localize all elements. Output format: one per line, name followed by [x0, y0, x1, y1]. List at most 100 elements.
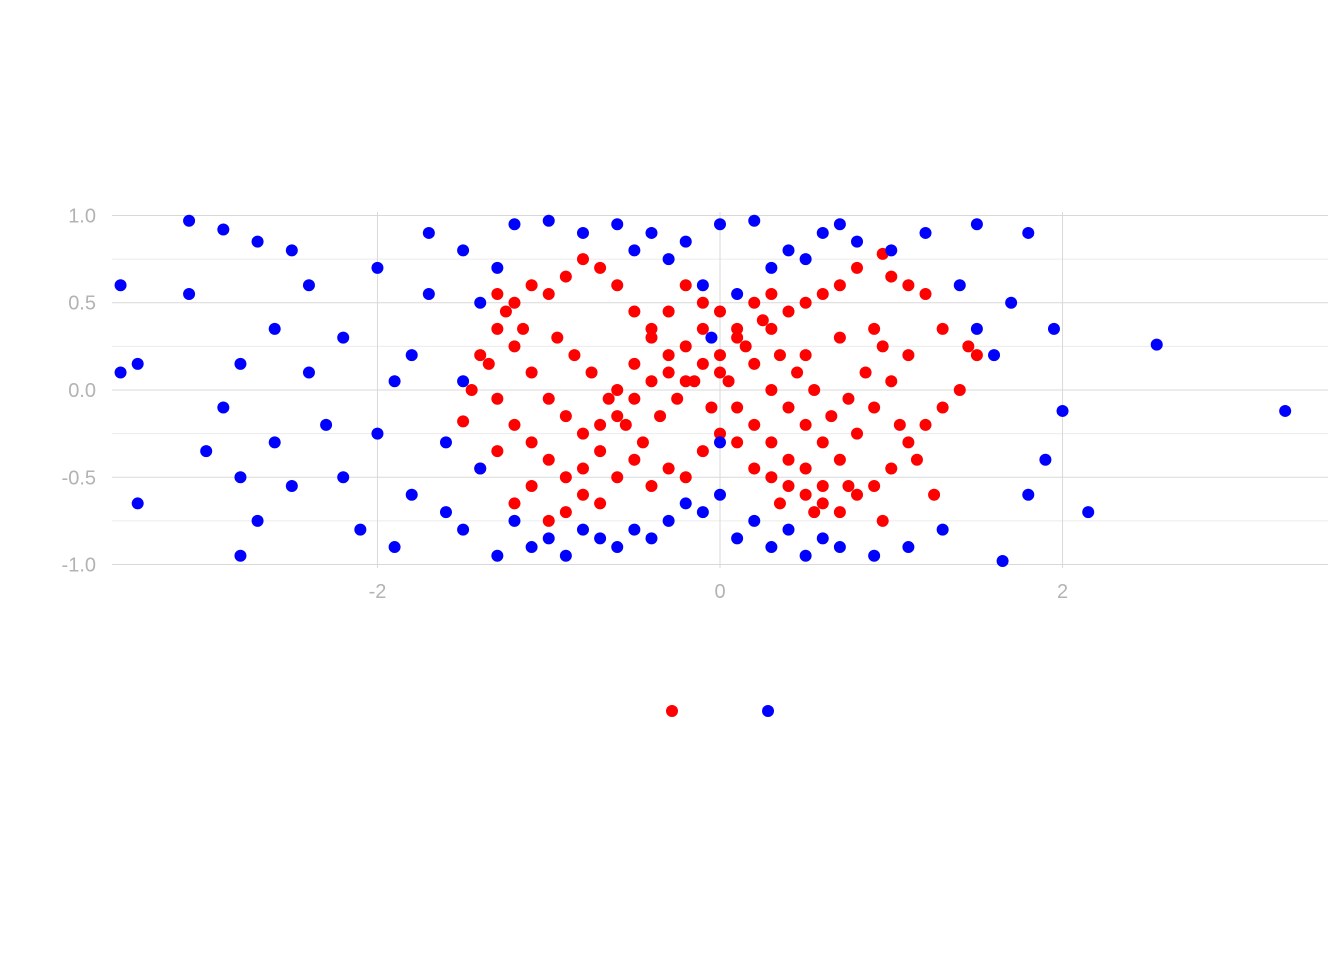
data-point-series-1 [594, 418, 607, 431]
data-point-series-1 [902, 279, 915, 292]
data-point-series-2 [422, 226, 435, 239]
data-point-series-2 [388, 375, 401, 388]
data-point-series-2 [645, 532, 658, 545]
data-point-series-1 [765, 288, 778, 301]
x-tick-label: 0 [714, 581, 725, 603]
data-point-series-1 [679, 375, 692, 388]
data-point-series-1 [679, 471, 692, 484]
data-point-series-2 [936, 523, 949, 536]
data-point-series-2 [576, 226, 589, 239]
data-point-series-2 [405, 349, 418, 362]
data-point-series-1 [696, 322, 709, 335]
data-point-series-2 [422, 288, 435, 301]
data-point-series-2 [782, 244, 795, 257]
legend-key-series-1 [666, 705, 678, 717]
data-point-series-2 [988, 349, 1001, 362]
data-point-series-1 [679, 279, 692, 292]
data-point-series-2 [285, 244, 298, 257]
data-point-series-1 [868, 401, 881, 414]
data-point-series-2 [354, 523, 367, 536]
data-point-series-1 [705, 401, 718, 414]
data-point-series-1 [714, 427, 726, 440]
data-point-series-1 [474, 349, 487, 362]
x-tick-label: -2 [369, 581, 387, 603]
data-point-series-1 [885, 270, 898, 283]
data-point-series-1 [765, 471, 778, 484]
data-point-series-2 [970, 322, 983, 335]
data-point-series-2 [542, 214, 555, 227]
data-point-series-2 [337, 331, 350, 344]
data-point-series-1 [799, 418, 812, 431]
data-point-series-1 [662, 366, 675, 379]
data-point-series-1 [525, 279, 538, 292]
data-point-series-1 [765, 436, 778, 449]
data-point-series-1 [662, 349, 675, 362]
data-point-series-1 [508, 296, 521, 309]
data-point-series-1 [559, 471, 572, 484]
data-point-series-1 [799, 296, 812, 309]
data-point-series-1 [645, 375, 658, 388]
data-point-series-2 [508, 218, 521, 231]
y-tick-label: 1.0 [68, 205, 96, 227]
data-point-series-1 [576, 462, 589, 475]
data-point-series-2 [851, 235, 864, 248]
data-point-series-2 [996, 555, 1009, 568]
data-point-series-2 [508, 514, 521, 527]
data-point-series-2 [748, 514, 761, 527]
data-point-series-2 [1279, 404, 1292, 417]
data-point-series-2 [799, 253, 812, 266]
data-point-series-1 [576, 253, 589, 266]
data-point-series-2 [748, 214, 761, 227]
data-point-series-2 [1022, 488, 1035, 501]
data-point-series-2 [594, 532, 607, 545]
data-point-series-2 [491, 549, 504, 562]
data-point-series-2 [542, 532, 555, 545]
data-point-series-2 [251, 235, 264, 248]
data-point-series-1 [594, 445, 607, 458]
data-point-series-2 [611, 541, 624, 554]
data-point-series-1 [842, 392, 855, 405]
data-point-series-1 [893, 418, 906, 431]
data-point-series-1 [636, 436, 649, 449]
data-point-series-2 [628, 244, 641, 257]
data-point-series-2 [234, 471, 247, 484]
data-point-series-1 [773, 349, 786, 362]
data-point-series-2 [782, 523, 795, 536]
data-point-series-1 [799, 349, 812, 362]
data-point-series-1 [885, 375, 898, 388]
data-point-series-2 [885, 244, 898, 257]
data-point-series-2 [234, 357, 247, 370]
data-point-series-1 [491, 392, 504, 405]
y-tick-label: -0.5 [62, 467, 96, 489]
data-point-series-1 [748, 296, 761, 309]
data-point-series-2 [302, 366, 315, 379]
data-point-series-1 [731, 401, 744, 414]
data-point-series-1 [457, 415, 470, 428]
data-point-series-2 [131, 497, 144, 510]
data-point-series-1 [868, 322, 881, 335]
data-point-series-2 [217, 223, 230, 236]
y-tick-label: 0.5 [68, 293, 96, 315]
data-point-series-2 [714, 488, 726, 501]
data-point-series-2 [268, 436, 281, 449]
data-point-series-2 [1005, 296, 1018, 309]
data-point-series-1 [542, 288, 555, 301]
data-point-series-1 [491, 322, 504, 335]
data-point-series-2 [679, 235, 692, 248]
data-point-series-2 [970, 218, 983, 231]
data-point-series-1 [748, 418, 761, 431]
data-point-series-2 [457, 523, 470, 536]
data-point-series-2 [1056, 404, 1069, 417]
data-point-series-2 [731, 288, 744, 301]
data-point-series-1 [696, 357, 709, 370]
data-point-series-1 [816, 479, 829, 492]
data-point-series-2 [559, 549, 572, 562]
data-point-series-1 [799, 462, 812, 475]
data-point-series-1 [851, 427, 864, 440]
data-point-series-1 [919, 288, 932, 301]
data-point-series-2 [371, 261, 384, 274]
data-point-series-1 [765, 384, 778, 396]
data-point-series-2 [662, 514, 675, 527]
y-tick-label: 0.0 [68, 380, 96, 402]
